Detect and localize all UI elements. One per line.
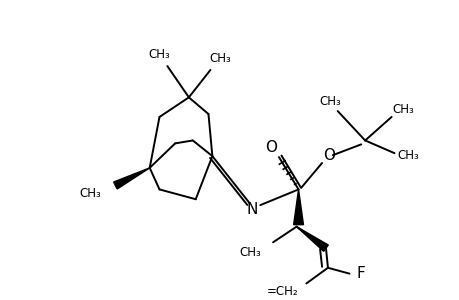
Text: CH₃: CH₃ [209, 52, 230, 65]
Text: CH₃: CH₃ [392, 103, 413, 116]
Text: =CH₂: =CH₂ [266, 285, 298, 298]
Polygon shape [293, 189, 303, 225]
Text: CH₃: CH₃ [148, 48, 170, 61]
Text: CH₃: CH₃ [319, 95, 340, 108]
Text: O: O [264, 140, 276, 155]
Text: CH₃: CH₃ [79, 187, 101, 200]
Polygon shape [113, 168, 149, 189]
Text: N: N [246, 202, 257, 217]
Text: CH₃: CH₃ [239, 246, 261, 259]
Polygon shape [296, 226, 328, 251]
Text: CH₃: CH₃ [397, 148, 418, 162]
Text: O: O [322, 148, 334, 163]
Text: F: F [356, 266, 365, 281]
